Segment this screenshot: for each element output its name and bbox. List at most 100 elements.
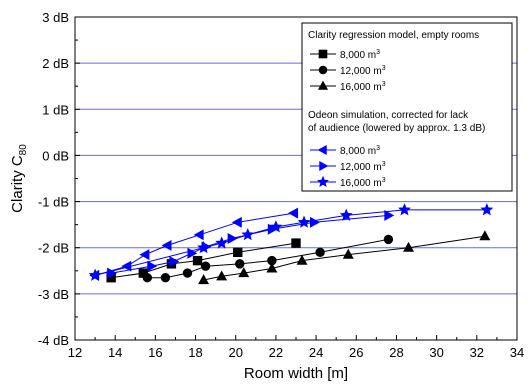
marker-triangle-left: [139, 249, 150, 261]
legend-box: [301, 22, 513, 192]
legend-entry-2: 12,000 m3: [310, 65, 386, 77]
marker-triangle-up: [266, 262, 278, 273]
marker-circle: [318, 65, 328, 75]
legend-label-text: 8,000 m: [340, 146, 376, 157]
y-tick-label: -1 dB: [38, 195, 69, 210]
marker-triangle-left: [288, 207, 299, 219]
x-tick-label: 34: [510, 345, 524, 360]
legend-group-title-odeon-line1: Odeon simulation, corrected for lack: [308, 110, 469, 121]
legend-label: 16,000 m3: [340, 81, 386, 93]
legend-group-title-regression: Clarity regression model, empty rooms: [308, 30, 479, 41]
marker-star: [339, 208, 353, 221]
legend-label-superscript: 3: [376, 145, 380, 152]
legend-label-superscript: 3: [382, 65, 386, 72]
x-tick-label: 28: [389, 345, 403, 360]
series-4: [89, 207, 299, 281]
marker-star: [269, 220, 283, 233]
x-tick-label: 30: [429, 345, 443, 360]
marker-triangle-up: [238, 267, 250, 278]
legend-label-text: 16,000 m: [340, 82, 382, 93]
marker-triangle-right: [384, 209, 395, 221]
marker-triangle-right: [169, 256, 180, 268]
legend-label-text: 8,000 m: [340, 50, 376, 61]
marker-triangle-right: [310, 216, 320, 228]
marker-star: [398, 203, 411, 216]
x-tick-label: 24: [309, 345, 323, 360]
legend-label: 8,000 m3: [340, 49, 380, 61]
y-tick-label: -4 dB: [38, 333, 69, 348]
legend-label-text: 12,000 m: [340, 66, 382, 77]
marker-triangle-up: [403, 241, 414, 252]
x-tick-label: 14: [108, 345, 122, 360]
marker-star: [480, 203, 494, 216]
y-tick-label: 0 dB: [42, 148, 69, 163]
marker-star: [197, 240, 211, 254]
legend-label: 12,000 m3: [340, 161, 386, 173]
marker-triangle-up: [479, 230, 491, 241]
series-3: [198, 230, 491, 285]
legend-label: 12,000 m3: [340, 65, 386, 77]
y-axis-title: Clarity C80: [9, 144, 29, 213]
marker-star: [317, 175, 329, 188]
marker-triangle-up: [317, 80, 329, 90]
y-tick-label: -3 dB: [38, 287, 69, 302]
grid-lines: [75, 62, 517, 295]
marker-square: [233, 247, 243, 258]
legend-entry-4: 8,000 m3: [310, 144, 380, 157]
legend-label: 8,000 m3: [340, 145, 380, 157]
marker-triangle-left: [231, 216, 242, 228]
legend-label-superscript: 3: [376, 49, 380, 56]
x-tick-label: 18: [188, 345, 202, 360]
marker-square: [291, 238, 301, 248]
marker-circle: [160, 273, 171, 283]
marker-star: [215, 236, 229, 249]
y-axis-title-subscript: 80: [18, 144, 29, 156]
y-axis-title-main: Clarity C: [9, 155, 26, 213]
legend-label: 16,000 m3: [340, 177, 386, 189]
marker-star: [241, 228, 255, 241]
x-axis-title: Room width [m]: [244, 365, 348, 382]
marker-square: [192, 255, 203, 266]
series-line: [203, 235, 485, 281]
y-tick-label: 1 dB: [42, 102, 69, 117]
legend-label-superscript: 3: [382, 177, 386, 184]
y-tick-label: 2 dB: [42, 56, 69, 71]
marker-star: [88, 268, 102, 281]
marker-triangle-up: [296, 254, 308, 265]
legend-group-title-odeon-line2: of audience (lowered by approx. 1.3 dB): [308, 123, 485, 134]
x-tick-label: 16: [148, 345, 162, 360]
marker-triangle-right: [147, 260, 158, 272]
y-tick-label: 3 dB: [42, 10, 69, 25]
marker-triangle-left: [161, 239, 172, 251]
legend-entry-1: 8,000 m3: [310, 49, 380, 61]
series-layer: [88, 203, 494, 285]
x-tick-label: 32: [470, 345, 484, 360]
x-tick-label: 20: [228, 345, 242, 360]
marker-triangle-up: [342, 248, 354, 259]
legend-label-text: 16,000 m: [340, 178, 382, 189]
marker-triangle-up: [216, 270, 228, 281]
series-6: [88, 203, 494, 281]
marker-circle: [182, 268, 193, 278]
y-tick-label: -2 dB: [38, 241, 69, 256]
legend-entry-6: 16,000 m3: [310, 175, 386, 189]
marker-circle: [383, 234, 394, 245]
marker-star: [297, 215, 311, 228]
marker-triangle-right: [319, 160, 329, 172]
axis-ticks: 12 14 16 18 20 22 24 26 28 30 32 34 3 dB 2 dB 1 dB 0 dB…: [38, 10, 524, 360]
marker-circle: [200, 261, 211, 271]
legend: Clarity regression model, empty rooms Od…: [301, 22, 513, 192]
legend-label-superscript: 3: [382, 161, 386, 168]
legend-entry-5: 12,000 m3: [310, 160, 386, 173]
legend-label-superscript: 3: [382, 81, 386, 88]
marker-circle: [142, 273, 153, 283]
marker-triangle-left: [317, 144, 327, 156]
marker-circle: [235, 259, 245, 269]
series-2: [142, 234, 394, 283]
legend-entry-3: 16,000 m3: [310, 80, 386, 93]
marker-triangle-left: [193, 229, 204, 241]
series-line: [111, 242, 297, 279]
marker-triangle-up: [198, 274, 210, 285]
x-tick-label: 12: [68, 345, 82, 360]
